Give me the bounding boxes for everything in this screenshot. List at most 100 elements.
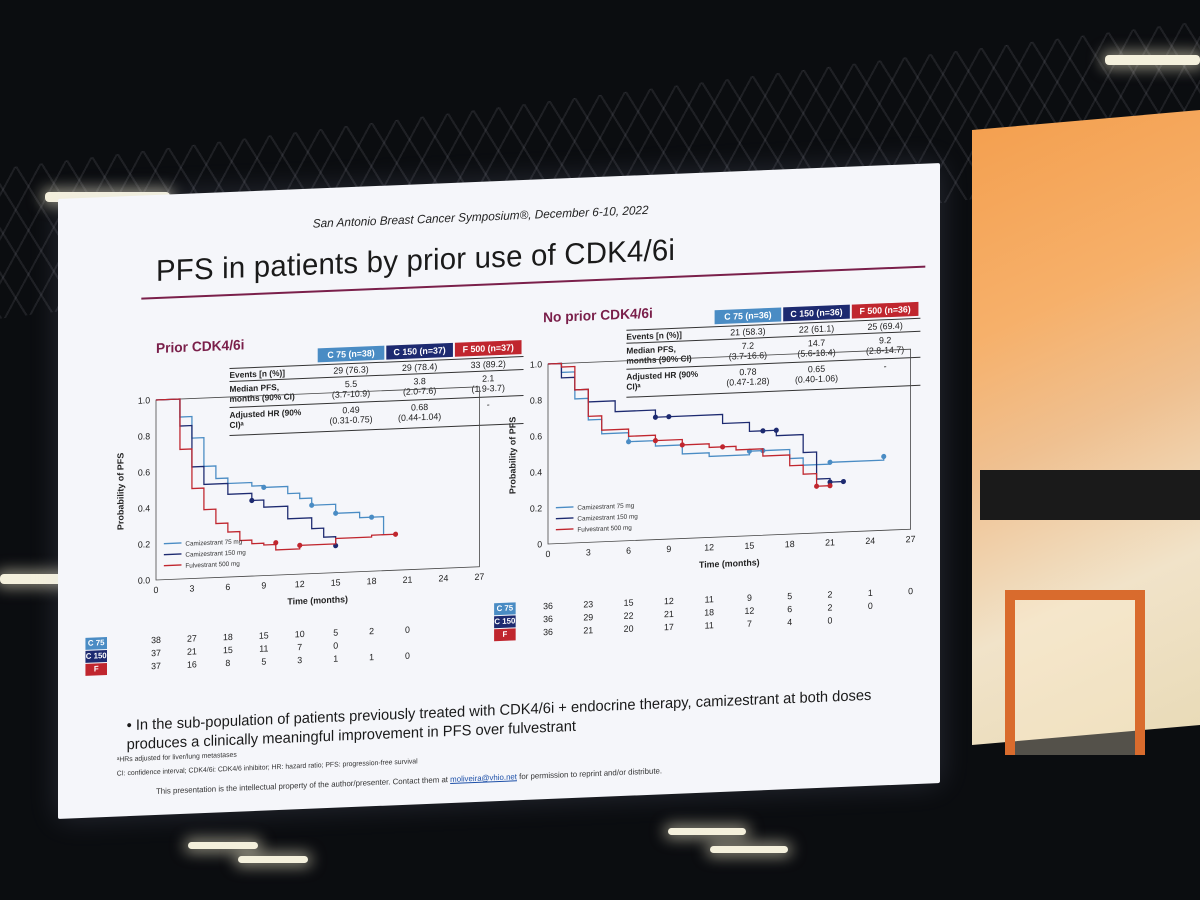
ceiling-light [188, 842, 258, 849]
legend-label: Camizestrant 150 mg [577, 513, 638, 523]
legend-label: Camizestrant 150 mg [185, 549, 246, 559]
legend-swatch [555, 517, 574, 520]
censor-mark-c150 [773, 427, 779, 433]
table-column-header: C 150 (n=36) [783, 304, 850, 322]
at-risk-value: 12 [663, 595, 674, 607]
y-tick-label: 0.2 [530, 503, 542, 514]
at-risk-value: 21 [663, 608, 674, 620]
censor-mark-f500 [297, 542, 303, 548]
km-curve-c75 [156, 398, 385, 535]
x-tick-label: 15 [745, 540, 755, 550]
x-tick-label: 21 [403, 574, 413, 584]
at-risk-value: 9 [746, 592, 752, 603]
at-risk-value: 27 [187, 633, 197, 644]
x-tick-label: 0 [546, 549, 551, 559]
censor-mark-c75 [626, 439, 632, 445]
x-tick-label: 27 [906, 534, 916, 544]
at-risk-tag: C 150 [85, 650, 107, 663]
y-tick-label: 0.8 [530, 395, 542, 406]
x-tick-label: 3 [586, 547, 591, 557]
at-risk-value: 21 [187, 646, 197, 657]
at-risk-value: 23 [583, 599, 594, 610]
ceiling-light [238, 856, 308, 863]
x-tick-label: 18 [785, 539, 795, 549]
x-axis-label: Time (months) [699, 557, 760, 570]
table-column-header: F 500 (n=36) [851, 301, 919, 319]
y-tick-label: 1.0 [138, 395, 150, 406]
censor-mark-c75 [827, 459, 833, 465]
km-chart-no-prior: 0 3 6 9 12 15 18 21 24 27 0 0.2 0.4 0.6 0.8 1.0 Time (mo… [508, 348, 916, 570]
plot-frame [155, 386, 480, 581]
censor-mark-c75 [333, 510, 339, 516]
censor-mark-c75 [261, 484, 267, 491]
footer-email-link[interactable]: moliveira@vhio.net [450, 772, 517, 784]
at-risk-value: 18 [222, 631, 233, 643]
x-axis-label: Time (months) [287, 594, 348, 607]
x-tick-label: 6 [626, 546, 631, 556]
key-finding-bullet: • In the sub-population of patients prev… [126, 686, 872, 754]
km-curve-c75 [548, 362, 885, 466]
y-tick-label: 0.0 [138, 575, 150, 586]
km-chart-prior: 0 3 6 9 12 15 18 21 24 27 0.0 0.2 0.4 0.6 0.8 1.0 Time (… [116, 386, 484, 607]
at-risk-value: 1 [867, 587, 873, 598]
km-curve-f500 [156, 398, 396, 551]
x-tick-label: 3 [189, 583, 194, 593]
legend-swatch [163, 542, 182, 545]
censor-mark-c150 [840, 478, 846, 485]
at-risk-value: 18 [704, 607, 715, 618]
at-risk-value: 2 [827, 589, 833, 600]
x-tick-label: 12 [295, 579, 305, 589]
podium [1005, 590, 1145, 755]
table-column-header: C 75 (n=36) [714, 307, 782, 325]
at-risk-value: 10 [294, 628, 305, 640]
km-curve-c150 [548, 362, 844, 483]
x-tick-label: 0 [154, 585, 159, 595]
at-risk-value: 15 [222, 644, 233, 656]
at-risk-value: 11 [704, 620, 714, 631]
at-risk-tag: C 150 [494, 615, 516, 629]
legend-swatch [163, 553, 182, 556]
at-risk-value: 6 [787, 604, 793, 615]
censor-mark-f500 [814, 483, 820, 489]
y-tick-label: 0.2 [138, 539, 150, 550]
at-risk-value: 20 [623, 623, 634, 634]
at-risk-value: 0 [908, 586, 914, 597]
x-tick-label: 9 [666, 544, 671, 554]
at-risk-value: 16 [187, 659, 197, 670]
km-curve-f500 [548, 362, 831, 487]
legend-swatch [555, 528, 574, 531]
at-risk-value: 12 [744, 605, 755, 616]
legend-label: Camizestrant 75 mg [577, 502, 634, 511]
table-column-header: C 150 (n=37) [386, 342, 453, 360]
y-tick-label: 0.4 [530, 467, 542, 478]
conference-header: San Antonio Breast Cancer Symposium®, De… [312, 202, 649, 231]
censor-mark-c75 [309, 502, 315, 508]
at-risk-value: 7 [297, 642, 303, 653]
legend-swatch [163, 564, 182, 567]
at-risk-value: 8 [225, 657, 231, 669]
at-risk-value: 36 [543, 626, 553, 638]
legend-label: Camizestrant 75 mg [185, 538, 242, 547]
key-finding-text: In the sub-population of patients previo… [126, 686, 872, 754]
censor-mark-f500 [652, 438, 658, 444]
at-risk-value: 17 [663, 621, 674, 633]
ceiling-light [710, 846, 788, 853]
at-risk-value: 5 [787, 591, 793, 602]
y-tick-label: 0.6 [138, 467, 150, 478]
at-risk-value: 37 [151, 660, 161, 672]
at-risk-value: 37 [151, 647, 161, 659]
at-risk-value: 0 [867, 600, 873, 611]
censor-mark-c150 [652, 414, 658, 420]
ceiling-light [668, 828, 746, 835]
at-risk-value: 2 [369, 626, 375, 637]
y-tick-label: 0.6 [530, 431, 542, 442]
censor-mark-f500 [273, 540, 279, 546]
podium-shelf [980, 470, 1200, 520]
at-risk-value: 4 [787, 617, 793, 628]
ceiling-light [0, 574, 68, 584]
at-risk-value: 0 [405, 650, 410, 661]
censor-mark-c75 [881, 453, 887, 460]
x-tick-label: 21 [825, 537, 835, 547]
x-tick-label: 27 [474, 572, 484, 582]
at-risk-value: 1 [333, 653, 339, 664]
